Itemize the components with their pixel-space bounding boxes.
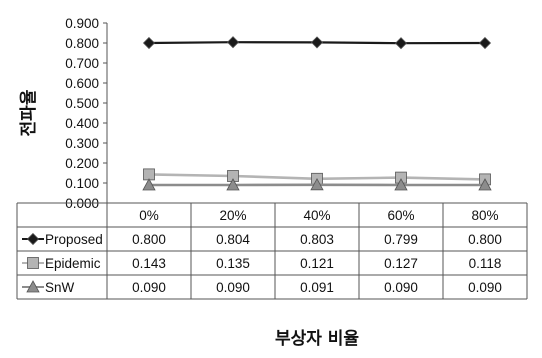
data-label: 0.803 [300,232,334,247]
data-point [478,178,492,191]
data-label: 0.127 [384,256,418,271]
y-tick-label: 0.800 [65,36,99,51]
y-tick-label: 0.300 [65,136,99,151]
data-label: 0.091 [300,280,334,295]
y-axis-ticks: 0.0000.1000.2000.3000.4000.5000.6000.700… [65,16,107,211]
data-point [310,177,324,191]
y-tick-label: 0.500 [65,96,99,111]
data-point [394,37,408,50]
category-label: 40% [303,208,330,223]
data-label: 0.800 [468,232,502,247]
category-label: 60% [387,208,414,223]
data-label: 0.090 [132,280,166,295]
data-point [310,36,324,49]
legend-marker [27,257,39,269]
series-snw [142,177,492,191]
x-axis-title: 부상자 비율 [275,329,359,349]
plot-area [106,23,492,203]
data-table: 0% 20% 40% 60% 80% Proposed 0.800 0.804 0.803 0.7… [16,202,528,300]
category-label: 20% [219,208,246,223]
y-axis-title: 전파율 [19,89,39,136]
y-tick-label: 0.700 [65,56,99,71]
data-label: 0.090 [468,280,502,295]
data-point [142,36,156,50]
y-tick-label: 0.100 [65,176,99,191]
legend-key [22,232,44,246]
data-label: 0.121 [300,256,334,271]
legend-marker [26,232,40,246]
data-point [226,178,240,191]
data-point [394,178,408,191]
series-name: SnW [45,280,75,295]
data-label: 0.118 [469,256,502,271]
series-name: Proposed [45,232,103,247]
legend-marker [26,280,40,293]
y-tick-label: 0.600 [65,76,99,91]
data-point [478,36,492,50]
y-tick-label: 0.900 [65,16,99,31]
data-point [142,178,156,191]
data-label: 0.804 [216,232,250,247]
category-label: 80% [471,208,498,223]
y-tick-label: 0.400 [65,116,99,131]
data-label: 0.135 [216,256,250,271]
data-label: 0.799 [384,232,418,247]
data-label: 0.143 [132,256,166,271]
data-point [226,36,240,49]
legend-key [22,257,44,269]
data-label: 0.090 [216,280,250,295]
legend-key [22,280,44,293]
data-label: 0.090 [384,280,418,295]
data-label: 0.800 [132,232,166,247]
series-name: Epidemic [45,256,101,271]
series-proposed [142,36,492,50]
category-label: 0% [139,208,159,223]
y-tick-label: 0.200 [65,156,99,171]
